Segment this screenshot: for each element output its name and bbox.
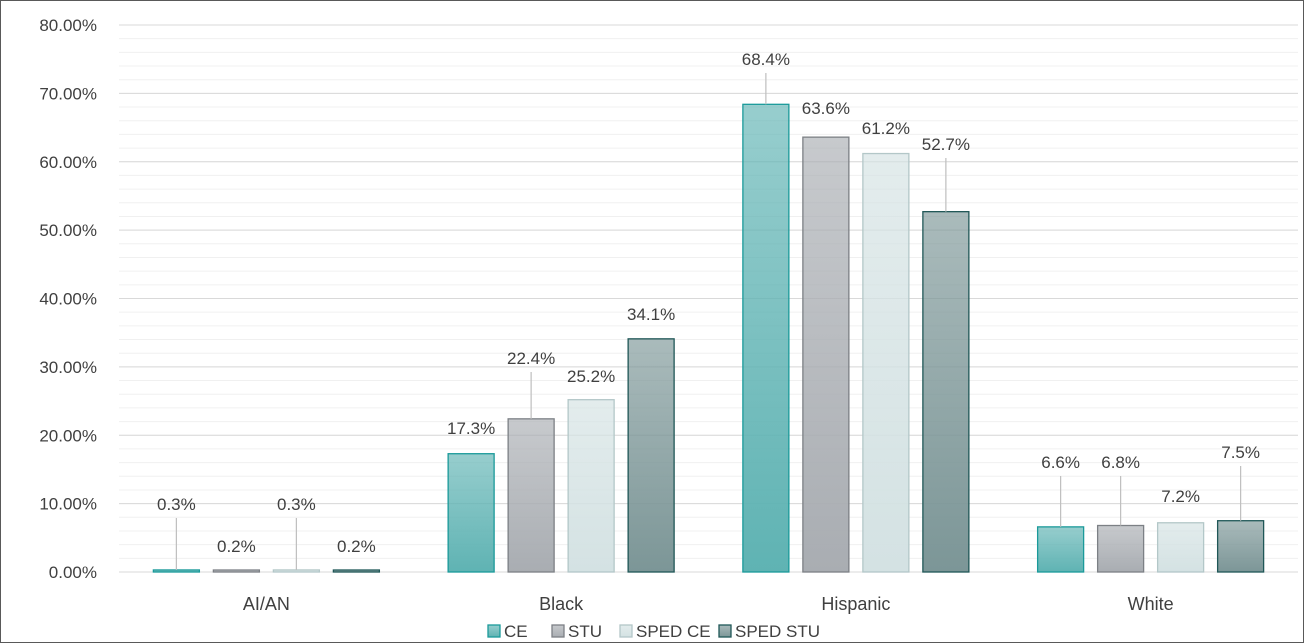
- legend-swatch-stu: [551, 624, 565, 638]
- legend: CE STU SPED CE SPED STU: [487, 622, 820, 641]
- y-tick-label: 20.00%: [39, 426, 97, 445]
- bar-white-ce: [1036, 526, 1085, 573]
- data-label: 22.4%: [507, 349, 555, 368]
- y-tick-label: 10.00%: [39, 495, 97, 514]
- y-tick-label: 0.00%: [49, 563, 97, 582]
- data-label: 17.3%: [447, 419, 495, 438]
- data-label: 34.1%: [627, 305, 675, 324]
- y-tick-label: 60.00%: [39, 153, 97, 172]
- category-label: AI/AN: [243, 594, 290, 614]
- y-tick-label: 40.00%: [39, 290, 97, 309]
- bar-aian-sped-ce: [272, 569, 321, 573]
- category-label: Black: [539, 594, 584, 614]
- y-tick-label: 70.00%: [39, 84, 97, 103]
- y-tick-label: 80.00%: [39, 16, 97, 35]
- data-label: 63.6%: [802, 99, 850, 118]
- gridlines: [119, 24, 1298, 573]
- legend-label: SPED CE: [636, 622, 711, 641]
- bar-aian-sped-stu: [332, 569, 381, 573]
- bar-black-sped-ce: [567, 399, 615, 573]
- bar-black-sped-stu: [627, 338, 675, 573]
- legend-swatch-sped-ce: [619, 624, 633, 638]
- bar-hispanic-stu: [802, 136, 850, 573]
- label-leader-lines: [175, 73, 1242, 570]
- x-axis-categories: AI/AN Black Hispanic White: [243, 594, 1174, 614]
- data-label: 0.2%: [337, 537, 376, 556]
- data-label: 6.8%: [1101, 453, 1140, 472]
- data-label: 52.7%: [922, 135, 970, 154]
- data-label: 7.5%: [1221, 443, 1260, 462]
- bar-white-sped-stu: [1216, 520, 1265, 573]
- data-label: 25.2%: [567, 367, 615, 386]
- data-label: 68.4%: [742, 50, 790, 69]
- legend-swatch-sped-stu: [718, 624, 732, 638]
- y-tick-label: 50.00%: [39, 221, 97, 240]
- bar-white-sped-ce: [1156, 522, 1205, 573]
- data-label: 7.2%: [1161, 487, 1200, 506]
- bar-hispanic-sped-ce: [862, 152, 910, 573]
- legend-swatch-ce: [487, 624, 501, 638]
- bar-hispanic-sped-stu: [922, 211, 970, 573]
- data-label: 6.6%: [1041, 453, 1080, 472]
- bar-white-stu: [1096, 524, 1145, 573]
- legend-label: STU: [568, 622, 602, 641]
- data-labels: 0.3% 0.2% 0.3% 0.2% 17.3% 22.4% 25.2% 34.1% 68.4…: [157, 50, 1260, 556]
- category-label: Hispanic: [821, 594, 890, 614]
- legend-label: SPED STU: [735, 622, 820, 641]
- bar-hispanic-ce: [742, 103, 790, 573]
- bar-black-stu: [507, 418, 555, 573]
- data-label: 0.3%: [277, 495, 316, 514]
- y-tick-label: 30.00%: [39, 358, 97, 377]
- bar-black-ce: [447, 453, 495, 573]
- data-label: 0.3%: [157, 495, 196, 514]
- category-label: White: [1128, 594, 1174, 614]
- data-label: 0.2%: [217, 537, 256, 556]
- data-label: 61.2%: [862, 119, 910, 138]
- bar-aian-stu: [212, 569, 261, 573]
- y-axis: 0.00% 10.00% 20.00% 30.00% 40.00% 50.00% 60.00…: [39, 16, 97, 582]
- legend-label: CE: [504, 622, 528, 641]
- bar-aian-ce: [152, 569, 201, 573]
- bars: [152, 103, 1265, 573]
